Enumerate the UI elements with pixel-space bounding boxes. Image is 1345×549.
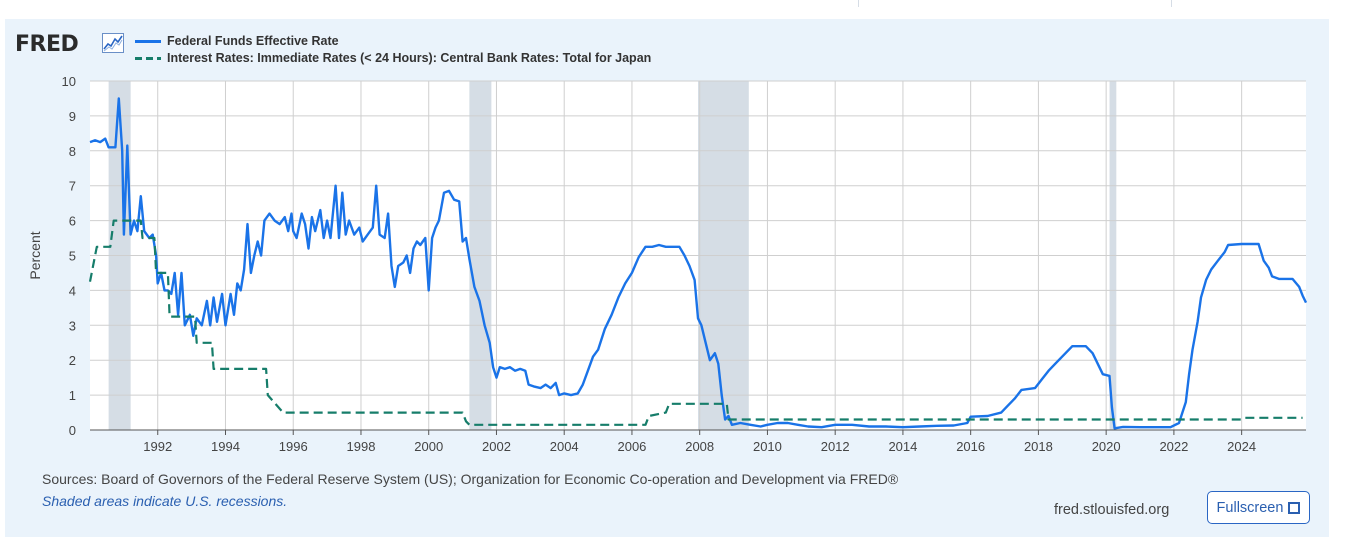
chart-legend: Federal Funds Effective Rate Interest Ra… (133, 33, 651, 67)
x-tick-label: 2010 (753, 439, 782, 454)
y-tick-label: 9 (69, 109, 76, 124)
legend-label: Federal Funds Effective Rate (167, 34, 339, 48)
chart-card: 0 1 2 3 4 5 6 7 8 9 10 1992 1994 1996 1998 2000 2002 2004… (5, 19, 1329, 537)
y-tick-label: 6 (69, 214, 76, 229)
x-tick-label: 2020 (1092, 439, 1121, 454)
fullscreen-icon (1288, 501, 1301, 514)
site-url[interactable]: fred.stlouisfed.org (1054, 502, 1170, 518)
y-axis-label: Percent (27, 231, 43, 279)
legend-label: Interest Rates: Immediate Rates (< 24 Ho… (167, 51, 652, 65)
series-line-fed-funds (89, 97, 1308, 430)
legend-swatch-dashed (135, 57, 161, 60)
x-tick-label: 2012 (821, 439, 850, 454)
x-tick-label: 2000 (414, 439, 443, 454)
legend-swatch-solid (135, 40, 161, 43)
fullscreen-label: Fullscreen (1216, 499, 1284, 516)
y-tick-label: 4 (69, 283, 76, 298)
y-tick-label: 1 (69, 388, 76, 403)
chart-svg: 0 1 2 3 4 5 6 7 8 9 10 1992 1994 1996 1998 2000 2002 2004… (27, 74, 1308, 454)
fred-logo[interactable]: FRED (15, 32, 79, 57)
x-tick-label: 2018 (1024, 439, 1053, 454)
x-tick-label: 1992 (143, 439, 172, 454)
x-tick-label: 2002 (482, 439, 511, 454)
fullscreen-button[interactable]: Fullscreen (1207, 491, 1310, 524)
recession-note: Shaded areas indicate U.S. recessions. (42, 493, 288, 509)
x-tick-label: 2008 (685, 439, 714, 454)
x-tick-label: 2024 (1227, 439, 1256, 454)
x-tick-label: 2016 (956, 439, 985, 454)
y-tick-label: 8 (69, 144, 76, 159)
legend-item-fed-funds[interactable]: Federal Funds Effective Rate (133, 33, 651, 49)
x-tick-label: 2006 (617, 439, 646, 454)
y-tick-label: 0 (69, 423, 76, 438)
y-tick-label: 3 (69, 318, 76, 333)
x-tick-label: 1996 (279, 439, 308, 454)
x-tick-label: 2022 (1159, 439, 1188, 454)
sources-text: Sources: Board of Governors of the Feder… (42, 471, 899, 487)
y-tick-label: 2 (69, 353, 76, 368)
x-tick-label: 2014 (888, 439, 917, 454)
line-chart-icon (102, 33, 124, 53)
y-tick-label: 10 (62, 74, 76, 89)
series-line-japan-rate (88, 219, 1303, 426)
y-tick-label: 7 (69, 179, 76, 194)
x-tick-label: 1998 (347, 439, 376, 454)
top-divider-lines (0, 0, 1345, 8)
x-tick-label: 2004 (550, 439, 579, 454)
legend-item-japan-rate[interactable]: Interest Rates: Immediate Rates (< 24 Ho… (133, 50, 651, 66)
y-tick-label: 5 (69, 249, 76, 264)
x-tick-label: 1994 (211, 439, 240, 454)
